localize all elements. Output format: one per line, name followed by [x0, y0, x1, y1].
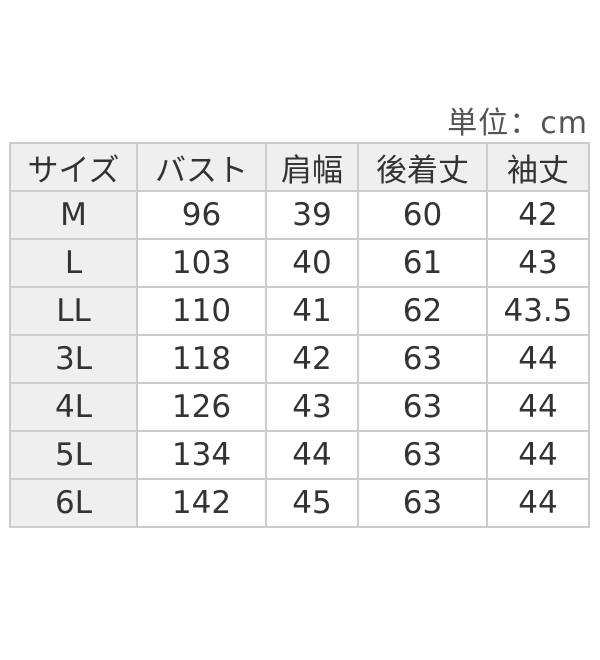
- cell-back-length: 63: [357, 478, 488, 528]
- cell-bust: 118: [136, 334, 267, 384]
- cell-sleeve-length: 44: [486, 334, 590, 384]
- column-header-bust: バスト: [136, 142, 267, 192]
- cell-sleeve-length: 43: [486, 238, 590, 288]
- cell-back-length: 63: [357, 382, 488, 432]
- table-row: LL 110 41 62 43.5: [9, 286, 590, 336]
- cell-size: 6L: [9, 478, 138, 528]
- cell-size: 5L: [9, 430, 138, 480]
- table-row: 5L 134 44 63 44: [9, 430, 590, 480]
- cell-sleeve-length: 43.5: [486, 286, 590, 336]
- cell-sleeve-length: 42: [486, 190, 590, 240]
- column-header-back-length: 後着丈: [357, 142, 488, 192]
- cell-bust: 110: [136, 286, 267, 336]
- cell-sleeve-length: 44: [486, 478, 590, 528]
- cell-size: 4L: [9, 382, 138, 432]
- cell-back-length: 62: [357, 286, 488, 336]
- size-table: サイズ バスト 肩幅 後着丈 袖丈 M 96 39 60 42 L 103 40 61 43 LL 110 41…: [9, 142, 590, 528]
- cell-bust: 126: [136, 382, 267, 432]
- cell-size: LL: [9, 286, 138, 336]
- cell-size: M: [9, 190, 138, 240]
- cell-shoulder-width: 41: [265, 286, 359, 336]
- cell-bust: 142: [136, 478, 267, 528]
- cell-bust: 96: [136, 190, 267, 240]
- table-row: 6L 142 45 63 44: [9, 478, 590, 528]
- cell-shoulder-width: 42: [265, 334, 359, 384]
- table-row: 3L 118 42 63 44: [9, 334, 590, 384]
- unit-label: 単位：cm: [447, 106, 588, 141]
- cell-shoulder-width: 45: [265, 478, 359, 528]
- column-header-sleeve-length: 袖丈: [486, 142, 590, 192]
- cell-back-length: 60: [357, 190, 488, 240]
- cell-bust: 134: [136, 430, 267, 480]
- cell-shoulder-width: 44: [265, 430, 359, 480]
- cell-back-length: 63: [357, 430, 488, 480]
- cell-sleeve-length: 44: [486, 382, 590, 432]
- table-row: 4L 126 43 63 44: [9, 382, 590, 432]
- cell-size: L: [9, 238, 138, 288]
- cell-back-length: 63: [357, 334, 488, 384]
- cell-shoulder-width: 43: [265, 382, 359, 432]
- cell-shoulder-width: 40: [265, 238, 359, 288]
- cell-bust: 103: [136, 238, 267, 288]
- cell-shoulder-width: 39: [265, 190, 359, 240]
- column-header-size: サイズ: [9, 142, 138, 192]
- header-row: サイズ バスト 肩幅 後着丈 袖丈: [9, 142, 590, 192]
- table-row: M 96 39 60 42: [9, 190, 590, 240]
- cell-size: 3L: [9, 334, 138, 384]
- cell-back-length: 61: [357, 238, 488, 288]
- table-row: L 103 40 61 43: [9, 238, 590, 288]
- column-header-shoulder-width: 肩幅: [265, 142, 359, 192]
- cell-sleeve-length: 44: [486, 430, 590, 480]
